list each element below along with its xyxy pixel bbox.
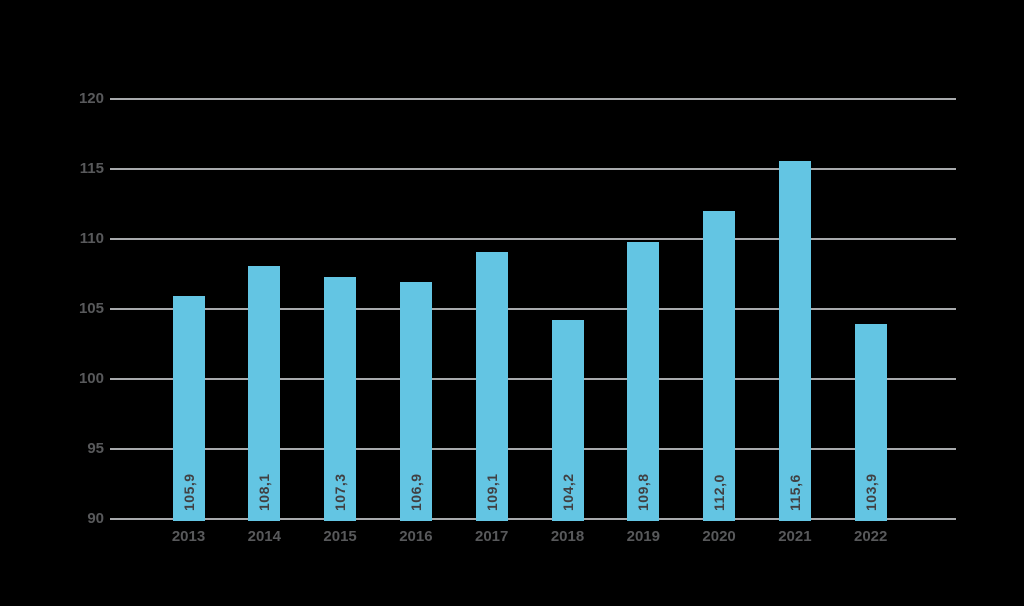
gridline-120 [110,98,956,100]
bar-2022 [854,324,887,521]
x-tick-label-2018: 2018 [550,528,585,545]
gridline-105 [110,308,956,310]
y-tick-label-90: 90 [87,510,104,527]
bar-value-label-2014: 108,1 [256,473,273,511]
bar-value-label-2016: 106,9 [407,473,424,511]
y-tick-label-115: 115 [79,160,104,177]
bar-2018 [551,320,584,521]
bar-value-label-2015: 107,3 [332,473,349,511]
bar-2015 [324,276,357,521]
bar-value-label-2020: 112,0 [711,474,728,511]
gridline-110 [110,238,956,240]
y-tick-label-110: 110 [79,230,104,247]
bar-2016 [399,282,432,521]
bar-2020 [703,211,736,521]
bar-value-label-2021: 115,6 [786,474,803,511]
bar-2019 [627,241,660,521]
bar-2021 [778,160,811,521]
y-tick-label-100: 100 [78,370,104,387]
x-tick-label-2017: 2017 [475,528,509,545]
gridline-100 [110,378,956,380]
bar-value-label-2019: 109,8 [635,473,652,511]
gridline-90 [110,518,956,520]
bar-value-label-2022: 103,9 [862,473,879,511]
bar-2013 [172,296,205,521]
y-tick-label-95: 95 [87,440,104,457]
bar-2017 [475,251,508,521]
x-tick-label-2015: 2015 [323,528,357,545]
x-tick-label-2013: 2013 [171,528,206,545]
x-tick-label-2020: 2020 [702,528,736,545]
x-tick-label-2021: 2021 [778,528,812,545]
bar-2014 [248,265,281,521]
bar-value-label-2017: 109,1 [483,473,500,511]
gridline-115 [110,168,956,170]
y-tick-label-105: 105 [78,300,104,317]
gridline-95 [110,448,956,450]
bar-value-label-2013: 105,9 [180,473,197,511]
x-tick-label-2019: 2019 [626,528,660,545]
y-tick-label-120: 120 [78,90,104,107]
bar-value-label-2018: 104,2 [559,473,576,511]
x-tick-label-2014: 2014 [247,528,281,545]
x-tick-label-2022: 2022 [854,528,888,545]
x-tick-label-2016: 2016 [399,528,433,545]
